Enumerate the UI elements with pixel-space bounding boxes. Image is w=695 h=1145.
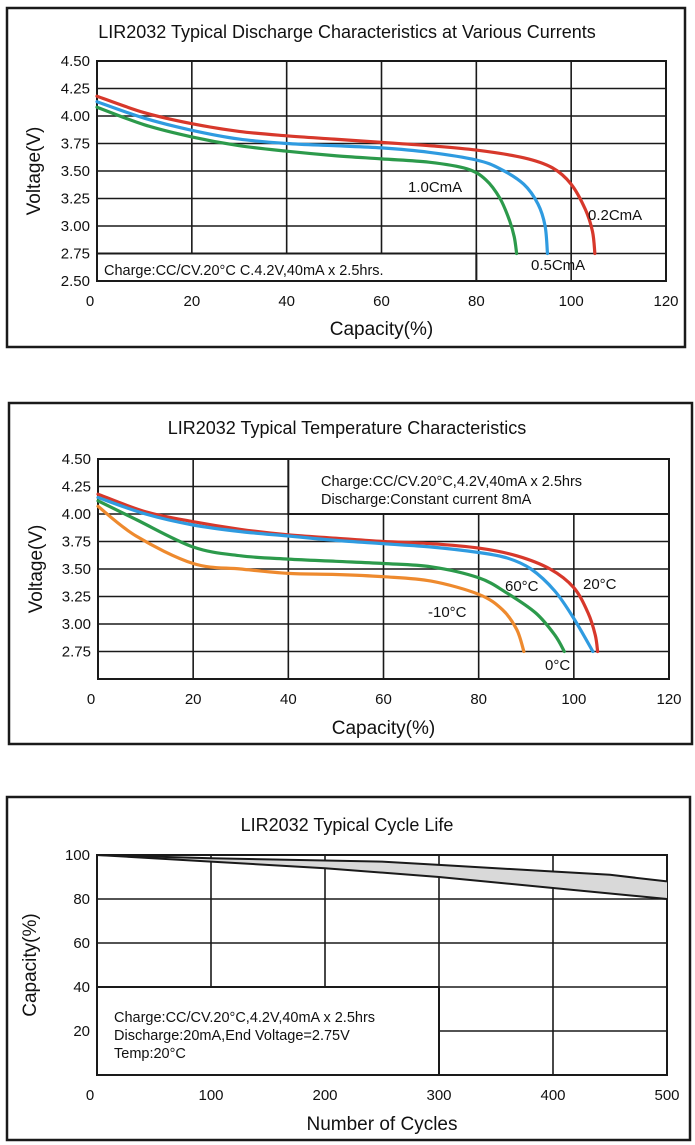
capacity-band [97,855,667,899]
y-tick-label: 4.50 [61,53,90,70]
y-tick-label: 3.50 [62,561,91,578]
y-tick-label: 3.00 [61,218,90,235]
y-tick-label: 3.50 [61,163,90,180]
y-tick-label: 4.00 [61,108,90,125]
x-tick-label: 0 [87,691,95,708]
y-axis-label: Voltage(V) [24,127,45,216]
x-tick-label: 20 [185,691,202,708]
conditions-box [96,986,440,1076]
x-tick-label: 80 [470,691,487,708]
chart-title: LIR2032 Typical Discharge Characteristic… [98,22,596,42]
chart-frame [7,401,694,746]
series-label: 0.2CmA [588,207,642,224]
x-tick-label: 100 [559,293,584,310]
x-tick-label: 40 [280,691,297,708]
conditions-text: Charge:CC/CV.20°C,4.2V,40mA x 2.5hrs [321,474,582,490]
x-tick-label: 20 [183,293,200,310]
y-tick-label: 3.25 [62,589,91,606]
series-label: 20°C [583,576,617,593]
x-tick-label: 60 [375,691,392,708]
chart-2: LIR2032 Typical Temperature Characterist… [7,401,694,746]
series-label: 0°C [545,657,570,674]
conditions-text: Discharge:20mA,End Voltage=2.75V [114,1028,350,1044]
conditions-text: Charge:CC/CV.20°C C.4.2V,40mA x 2.5hrs. [104,263,384,279]
x-tick-label: 500 [654,1087,679,1104]
y-tick-label: 100 [65,847,90,864]
series-line-3 [96,499,566,654]
x-tick-label: 120 [653,293,678,310]
y-tick-label: 4.00 [62,506,91,523]
y-tick-label: 80 [73,891,90,908]
x-tick-label: 300 [426,1087,451,1104]
x-tick-label: 40 [278,293,295,310]
series-label: 0.5CmA [531,257,585,274]
band-edge-upper [96,854,668,883]
conditions-box [96,252,478,282]
series-line-2 [95,100,550,256]
series-line-3 [95,105,519,256]
x-tick-label: 100 [561,691,586,708]
series-line-1 [95,94,597,256]
y-tick-label: 4.25 [62,479,91,496]
chart-3: LIR2032 Typical Cycle Life Charge:CC/CV.2… [5,795,692,1142]
y-tick-label: 4.50 [62,451,91,468]
series-label: -10°C [428,604,467,621]
series-label: 60°C [505,578,539,595]
y-tick-label: 2.50 [61,273,90,290]
chart-title: LIR2032 Typical Temperature Characterist… [168,418,527,438]
x-tick-label: 60 [373,293,390,310]
y-tick-label: 2.75 [61,246,90,263]
y-tick-label: 2.75 [62,644,91,661]
x-axis-label: Capacity(%) [330,319,433,340]
x-tick-label: 120 [656,691,681,708]
y-tick-label: 60 [73,935,90,952]
y-tick-label: 3.00 [62,616,91,633]
y-tick-label: 3.25 [61,191,90,208]
x-tick-label: 100 [198,1087,223,1104]
y-tick-label: 40 [73,979,90,996]
x-tick-label: 0 [86,1087,94,1104]
conditions-box [287,458,670,515]
x-axis-label: Number of Cycles [307,1114,458,1135]
conditions-text: Discharge:Constant current 8mA [321,492,532,508]
series-line-1 [96,492,600,654]
chart-title: LIR2032 Typical Cycle Life [241,815,454,835]
x-tick-label: 400 [540,1087,565,1104]
y-tick-label: 4.25 [61,81,90,98]
y-tick-label: 3.75 [61,136,90,153]
x-tick-label: 0 [86,293,94,310]
x-axis-label: Capacity(%) [332,718,435,739]
chart-frame [5,795,692,1142]
y-axis-label: Capacity(%) [20,913,41,1016]
x-tick-label: 200 [312,1087,337,1104]
chart-1: LIR2032 Typical Discharge Characteristic… [5,6,687,349]
series-label: 1.0CmA [408,179,462,196]
band-edge-lower [96,854,668,900]
conditions-text: Temp:20°C [114,1046,186,1062]
chart-frame [5,6,687,349]
y-tick-label: 20 [73,1023,90,1040]
y-axis-label: Voltage(V) [26,525,47,614]
conditions-text: Charge:CC/CV.20°C,4.2V,40mA x 2.5hrs [114,1010,375,1026]
series-line-2 [96,495,595,654]
series-line-4 [96,504,526,654]
y-tick-label: 3.75 [62,534,91,551]
x-tick-label: 80 [468,293,485,310]
